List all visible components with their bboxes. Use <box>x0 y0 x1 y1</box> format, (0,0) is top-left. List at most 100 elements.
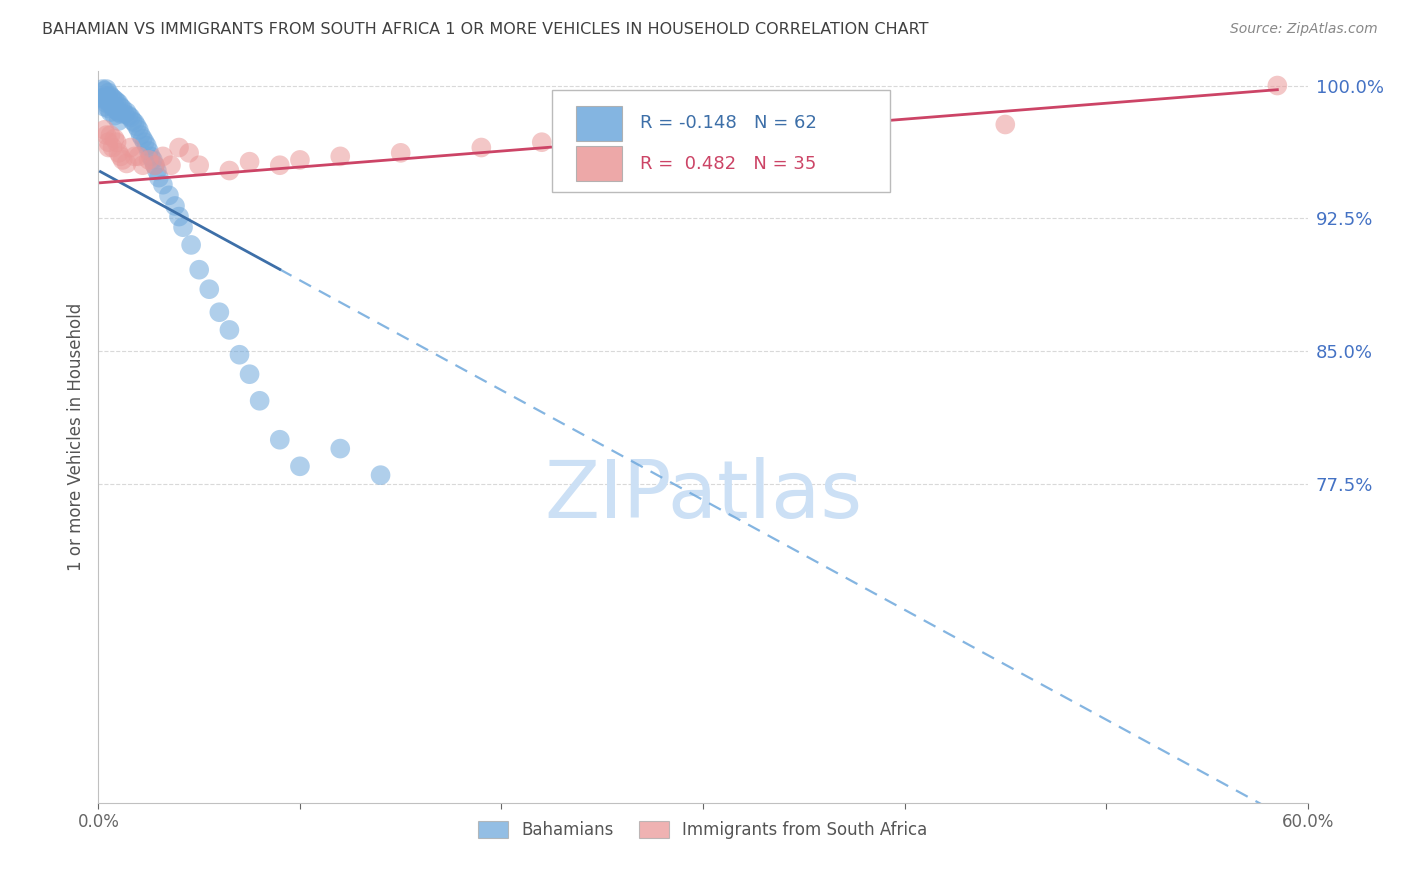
Point <box>239 368 262 382</box>
Point <box>135 138 157 153</box>
Point <box>120 111 142 125</box>
Point <box>103 93 125 107</box>
Point <box>218 323 240 337</box>
Point <box>179 145 201 160</box>
Point <box>97 140 120 154</box>
Point <box>142 153 165 167</box>
Point <box>100 105 122 120</box>
Text: ZIPatlas: ZIPatlas <box>544 457 862 534</box>
Point <box>124 116 146 130</box>
Point <box>97 102 120 116</box>
Legend: Bahamians, Immigrants from South Africa: Bahamians, Immigrants from South Africa <box>471 814 935 846</box>
Text: Source: ZipAtlas.com: Source: ZipAtlas.com <box>1230 22 1378 37</box>
Point <box>96 96 118 111</box>
Bar <box>576 146 621 181</box>
Point <box>101 140 124 154</box>
Point <box>148 170 170 185</box>
Point <box>146 163 169 178</box>
Point <box>208 305 231 319</box>
Point <box>120 140 142 154</box>
Point <box>530 135 553 149</box>
Point <box>97 86 120 100</box>
Point <box>103 131 125 145</box>
Point <box>100 128 122 142</box>
Point <box>329 149 352 163</box>
Point <box>97 95 120 109</box>
Point <box>96 128 118 142</box>
Text: BAHAMIAN VS IMMIGRANTS FROM SOUTH AFRICA 1 OR MORE VEHICLES IN HOUSEHOLD CORRELA: BAHAMIAN VS IMMIGRANTS FROM SOUTH AFRICA… <box>42 22 929 37</box>
Bar <box>576 106 621 141</box>
Point <box>132 158 155 172</box>
Point <box>152 149 174 163</box>
Point <box>101 91 124 105</box>
Point <box>269 158 291 172</box>
Point <box>180 238 202 252</box>
Point <box>1267 78 1289 93</box>
Point <box>167 140 190 154</box>
Point <box>163 199 186 213</box>
Point <box>138 144 160 158</box>
Point <box>188 158 211 172</box>
Point <box>143 158 166 172</box>
Point <box>188 262 211 277</box>
Point <box>198 282 221 296</box>
Point <box>93 93 115 107</box>
Point <box>97 135 120 149</box>
Point <box>105 103 128 118</box>
Point <box>139 149 162 163</box>
Point <box>96 89 118 103</box>
Point <box>228 348 250 362</box>
Point <box>107 114 129 128</box>
Point <box>172 220 194 235</box>
Point <box>631 131 654 145</box>
Point <box>160 158 183 172</box>
Point <box>96 82 118 96</box>
Point <box>107 145 129 160</box>
Point <box>288 459 311 474</box>
Point <box>105 135 128 149</box>
Point <box>111 102 134 116</box>
Point <box>110 149 132 163</box>
Point <box>100 89 122 103</box>
Point <box>470 140 492 154</box>
Point <box>329 442 352 456</box>
Point <box>249 393 271 408</box>
Point <box>128 123 150 137</box>
FancyBboxPatch shape <box>551 90 890 192</box>
Point <box>152 178 174 192</box>
Point <box>118 109 141 123</box>
Point <box>793 123 815 137</box>
Text: R = -0.148   N = 62: R = -0.148 N = 62 <box>640 114 817 132</box>
Point <box>93 84 115 98</box>
Point <box>121 114 143 128</box>
Text: R =  0.482   N = 35: R = 0.482 N = 35 <box>640 154 817 172</box>
Point <box>129 128 152 142</box>
Point <box>91 82 114 96</box>
Point <box>110 100 132 114</box>
Point <box>157 188 180 202</box>
Point <box>115 156 138 170</box>
Point <box>107 96 129 111</box>
Point <box>389 145 412 160</box>
Point <box>111 153 134 167</box>
Point <box>93 123 115 137</box>
Point <box>125 120 148 134</box>
Point <box>134 135 156 149</box>
Point <box>128 149 150 163</box>
Point <box>167 210 190 224</box>
Point <box>105 95 128 109</box>
Point <box>110 107 132 121</box>
Point <box>143 158 166 172</box>
Point <box>103 100 125 114</box>
Point <box>994 118 1017 132</box>
Point <box>93 100 115 114</box>
Point <box>114 107 136 121</box>
Y-axis label: 1 or more Vehicles in Household: 1 or more Vehicles in Household <box>66 303 84 571</box>
Point <box>100 96 122 111</box>
Point <box>124 149 146 163</box>
Point <box>91 91 114 105</box>
Point <box>370 468 392 483</box>
Point <box>269 433 291 447</box>
Point <box>101 100 124 114</box>
Point <box>107 105 129 120</box>
